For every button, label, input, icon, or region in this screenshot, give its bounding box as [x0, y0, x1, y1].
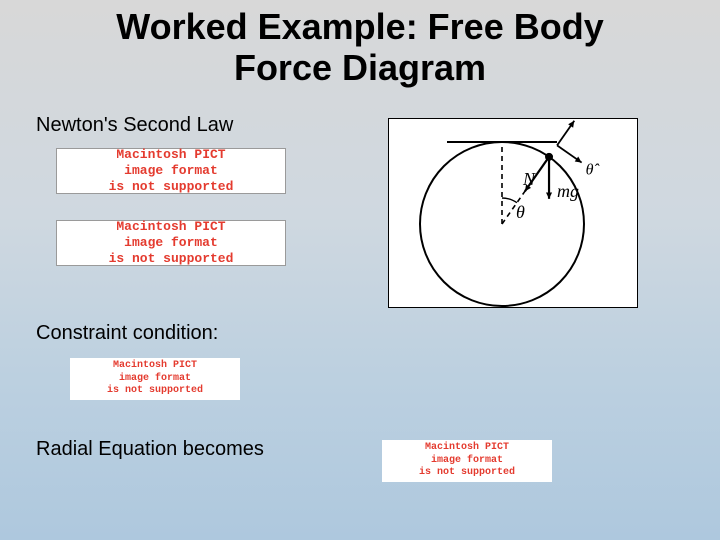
- subhead-newton: Newton's Second Law: [36, 114, 233, 137]
- free-body-diagram-svg: θNmg r̂ θ̂: [389, 119, 639, 309]
- subhead-radial: Radial Equation becomes: [36, 438, 264, 461]
- pict-placeholder: Macintosh PICTimage formatis not support…: [56, 220, 286, 266]
- weight-label: mg: [557, 181, 579, 201]
- normal-force-label: N: [522, 169, 536, 189]
- pict-placeholder: Macintosh PICTimage formatis not support…: [382, 440, 552, 482]
- pict-placeholder: Macintosh PICTimage formatis not support…: [56, 148, 286, 194]
- title-line-2: Force Diagram: [234, 47, 486, 88]
- theta-label: θ: [516, 202, 525, 222]
- subhead-constraint: Constraint condition:: [36, 322, 218, 345]
- thetahat-label: θ̂: [586, 162, 600, 179]
- free-body-diagram: θNmg r̂ θ̂: [388, 118, 638, 308]
- rhat-label: r̂: [578, 119, 585, 123]
- page-title: Worked Example: Free Body Force Diagram: [0, 0, 720, 89]
- title-line-1: Worked Example: Free Body: [116, 6, 603, 47]
- pict-placeholder: Macintosh PICTimage formatis not support…: [70, 358, 240, 400]
